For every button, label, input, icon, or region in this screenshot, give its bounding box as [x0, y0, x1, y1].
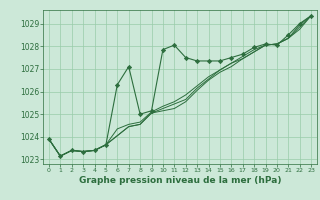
X-axis label: Graphe pression niveau de la mer (hPa): Graphe pression niveau de la mer (hPa) [79, 176, 281, 185]
